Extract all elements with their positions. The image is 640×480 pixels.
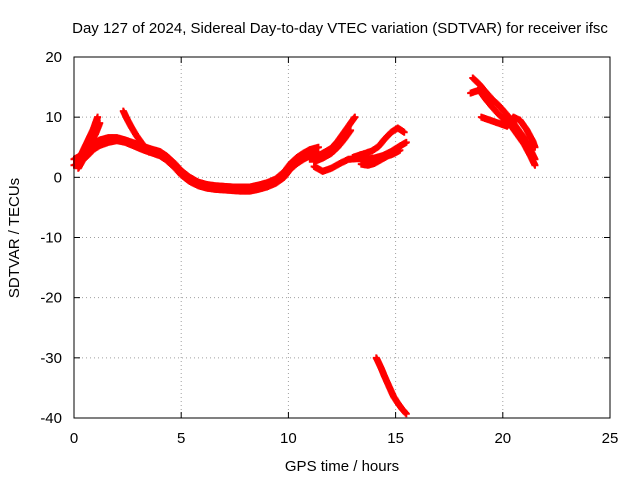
x-axis-label: GPS time / hours [285, 458, 399, 475]
data-point [531, 143, 539, 151]
y-tick-label: 20 [45, 49, 62, 66]
x-tick-label: 25 [602, 430, 619, 447]
y-tick-label: -30 [40, 350, 62, 367]
data-point [351, 113, 359, 121]
data-point [531, 161, 539, 169]
x-tick-label: 15 [387, 430, 404, 447]
axis-ticks: 0 5 10 15 20 25 -40 -30 -20 -10 0 10 20 [40, 49, 618, 447]
data-point [402, 410, 410, 418]
y-axis-label: SDTVAR / TECUs [6, 178, 23, 298]
y-tick-label: -40 [40, 410, 62, 427]
data-point [94, 113, 102, 121]
data-point [96, 119, 104, 127]
x-tick-label: 10 [280, 430, 297, 447]
data-point [314, 143, 322, 151]
data-point [145, 148, 153, 156]
y-tick-label: -20 [40, 290, 62, 307]
y-tick-label: 0 [54, 169, 62, 186]
data-marks [70, 74, 539, 418]
x-tick-label: 5 [177, 430, 185, 447]
data-point [396, 146, 404, 154]
x-tick-label: 20 [494, 430, 511, 447]
y-tick-label: 10 [45, 109, 62, 126]
x-tick-label: 0 [70, 430, 78, 447]
data-point [402, 138, 410, 146]
plot-frame [73, 56, 611, 419]
y-tick-label: -10 [40, 230, 62, 247]
grid-lines [74, 57, 610, 418]
data-point [347, 126, 355, 134]
data-point [400, 128, 408, 136]
chart-title: Day 127 of 2024, Sidereal Day-to-day VTE… [72, 20, 608, 37]
